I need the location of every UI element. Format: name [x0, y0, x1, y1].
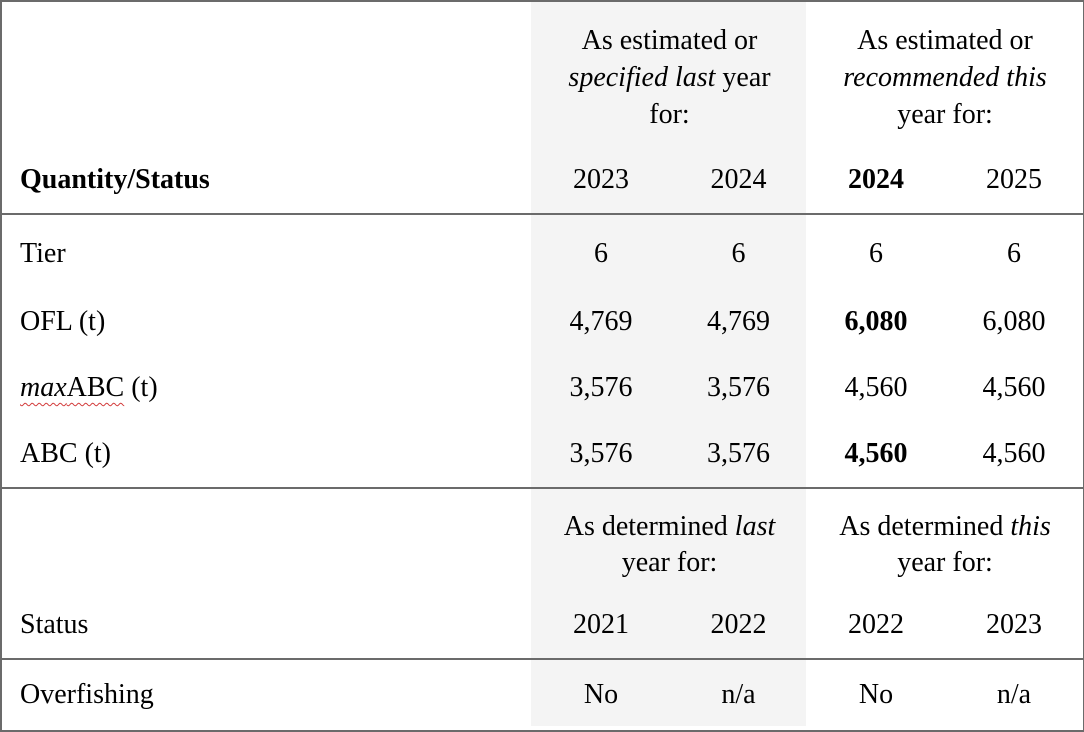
year-cell: 2025 — [945, 147, 1084, 215]
status-blank — [0, 488, 532, 592]
this-year-group-header: As estimated or recommended this year fo… — [807, 0, 1084, 147]
status-years-row: Status 2021 2022 2022 2023 — [0, 592, 1084, 660]
row-label: maxABC (t) — [0, 355, 532, 421]
year-cell: 2022 — [807, 592, 946, 660]
year-cell: 2023 — [945, 592, 1084, 660]
status-last-italic: last — [734, 511, 776, 542]
status-last-line2: year for: — [621, 547, 718, 578]
cell-value: No — [532, 659, 670, 732]
cell-value: 4,769 — [569, 306, 633, 337]
last-year-line2-tail: year — [715, 62, 771, 93]
year-cell: 2024 — [670, 147, 808, 215]
status-last-text: As determined — [563, 511, 735, 542]
this-year-line1: As estimated or — [857, 25, 1033, 56]
status-last-group: As determined last year for: — [532, 488, 807, 592]
this-year-line2: recommended this — [843, 62, 1047, 93]
cell-value: 4,560 — [844, 372, 908, 403]
cell-value: 3,576 — [532, 421, 670, 489]
row-label: Overfishing — [0, 659, 532, 732]
cell-value: 6,080 — [844, 306, 908, 337]
cell-value: 6 — [869, 238, 884, 269]
last-year-group-header: As estimated or specified last year for: — [532, 0, 808, 147]
table-row: Tier 6 6 6 6 — [0, 214, 1084, 289]
header-blank — [0, 0, 532, 147]
status-this-italic: this — [1010, 511, 1051, 542]
status-this-group: As determined this year for: — [807, 488, 1084, 592]
cell-value: 4,769 — [707, 306, 770, 337]
cell-value: 3,576 — [707, 372, 770, 403]
table-row: maxABC (t) 3,576 3,576 4,560 4,560 — [0, 355, 1084, 421]
year-cell: 2023 — [532, 147, 670, 215]
row-label: Tier — [0, 214, 532, 289]
year-cell: 2022 — [670, 592, 808, 660]
header-years-row: Quantity/Status 2023 2024 2024 2025 — [0, 147, 1084, 215]
year-cell: 2024 — [807, 147, 946, 215]
this-year-line3: year for: — [897, 99, 993, 130]
row-label: OFL (t) — [0, 289, 532, 355]
status-last-line1: As determined last — [532, 509, 807, 545]
last-year-line3: for: — [649, 99, 690, 130]
row-label: ABC (t) — [0, 421, 532, 489]
cell-value: No — [807, 659, 946, 732]
table-row: OFL (t) 4,769 4,769 6,080 6,080 — [0, 289, 1084, 355]
quantity-status-heading: Quantity/Status — [0, 147, 532, 215]
cell-value: 6 — [945, 214, 1084, 289]
status-this-line1: As determined this — [807, 509, 1083, 545]
row-label-abc: ABC — [66, 372, 125, 403]
cell-value: 4,560 — [807, 421, 946, 489]
status-this-text: As determined — [839, 511, 1011, 542]
table-row: ABC (t) 3,576 3,576 4,560 4,560 — [0, 421, 1084, 489]
cell-value: 6 — [731, 238, 746, 269]
table-row: Overfishing No n/a No n/a — [0, 659, 1084, 732]
cell-value: n/a — [670, 659, 808, 732]
cell-value: 3,576 — [569, 372, 633, 403]
status-label: Status — [0, 592, 532, 660]
cell-value: n/a — [945, 659, 1084, 732]
status-group-row: As determined last year for: As determin… — [0, 488, 1084, 592]
status-this-line2: year for: — [897, 547, 993, 578]
year-cell: 2021 — [532, 592, 670, 660]
cell-value: 3,576 — [670, 421, 808, 489]
cell-value: 4,560 — [945, 421, 1084, 489]
row-label-unit: (t) — [124, 372, 158, 403]
row-label-italic: max — [20, 372, 67, 403]
cell-value: 6 — [594, 238, 608, 269]
last-year-line1: As estimated or — [581, 25, 758, 56]
last-year-line2-italic: specified last — [568, 62, 716, 93]
cell-value: 4,560 — [945, 355, 1084, 421]
last-year-line2: specified last year — [532, 59, 807, 96]
cell-value: 6,080 — [945, 289, 1084, 355]
header-group-row: As estimated or specified last year for:… — [0, 0, 1084, 147]
